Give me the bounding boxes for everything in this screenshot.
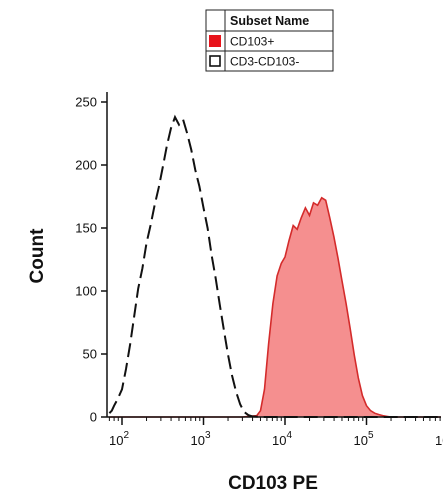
series-line-cd3-cd103: [108, 114, 441, 418]
y-tick-label: 100: [75, 284, 97, 299]
legend: Subset Name CD103+ CD3-CD103-: [205, 9, 334, 72]
x-tick-label: 102: [109, 430, 129, 448]
series-area-cd103: [109, 197, 442, 417]
legend-swatch-cd103-pos: [209, 35, 221, 47]
y-tick-label: 150: [75, 221, 97, 236]
x-tick-label: 104: [272, 430, 292, 448]
y-tick-label: 250: [75, 95, 97, 110]
legend-label-cd3-cd103-neg: CD3-CD103-: [230, 55, 299, 69]
y-tick-label: 0: [90, 410, 97, 425]
legend-header: Subset Name: [230, 14, 309, 28]
axes: 0 50 100 150 200 250 102 103 104 105 106: [75, 92, 443, 448]
legend-swatch-cd3-cd103-neg: [209, 55, 221, 67]
y-tick-label: 200: [75, 158, 97, 173]
series-line-cd103: [109, 196, 441, 418]
x-tick-label: 105: [353, 430, 373, 448]
x-tick-label: 103: [190, 430, 210, 448]
y-tick-label: 50: [83, 347, 97, 362]
x-tick-label: 106: [435, 430, 443, 448]
legend-label-cd103-pos: CD103+: [230, 35, 274, 49]
series-layer: [108, 114, 442, 418]
x-axis-title: CD103 PE: [228, 473, 318, 494]
y-axis-title: Count: [27, 228, 48, 284]
legend-frame: [205, 9, 334, 72]
